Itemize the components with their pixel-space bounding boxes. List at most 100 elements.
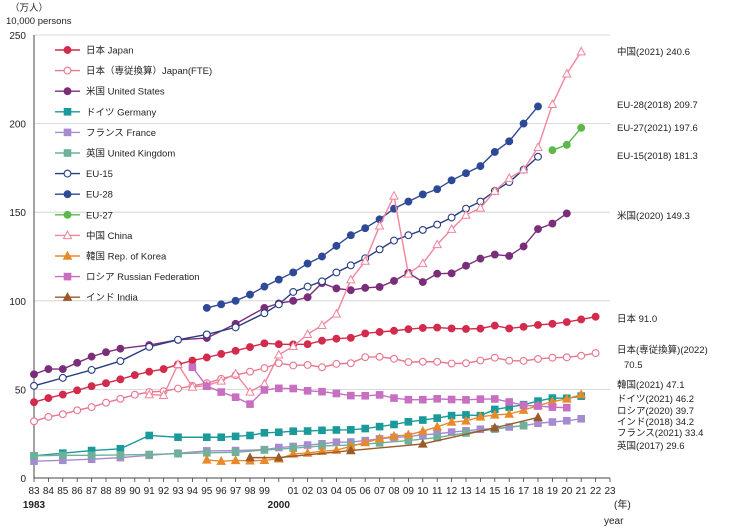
- data-point-germany: [260, 429, 269, 437]
- data-point-eu15: [375, 245, 384, 254]
- data-point-japan: [102, 379, 110, 388]
- data-point-russia: [390, 394, 398, 402]
- data-point-korea: [417, 425, 428, 435]
- data-point-us: [433, 269, 442, 278]
- data-point-china: [288, 341, 299, 351]
- legend-swatch-marker: [63, 87, 72, 96]
- legend-label: フランス France: [86, 128, 156, 139]
- data-point-korea: [576, 389, 587, 399]
- end-value-label: フランス(2021) 33.4: [617, 428, 703, 439]
- data-point-germany: [433, 414, 441, 422]
- x-tick-label: 07: [374, 486, 386, 497]
- data-point-eu28: [519, 119, 528, 128]
- series-eu15: [30, 152, 542, 390]
- data-point-japan_fte: [289, 361, 298, 370]
- x-tick-label: 93: [172, 486, 184, 497]
- data-point-eu27: [577, 123, 586, 132]
- legend: 日本 Japan 日本（専従換算）Japan(FTE) 米国 United Stat…: [55, 45, 212, 304]
- data-point-russia: [563, 403, 571, 412]
- data-point-uk: [87, 451, 96, 460]
- grid: [34, 34, 610, 479]
- y-unit-ja: （万人）: [10, 2, 48, 14]
- data-point-japan_fte: [433, 357, 442, 366]
- series-france: [30, 415, 586, 465]
- data-point-japan_fte: [246, 367, 254, 376]
- data-point-us: [462, 261, 470, 270]
- x-tick-label: 15: [489, 486, 501, 497]
- x-tick-year-label: 1983: [23, 500, 46, 511]
- y-tick-label: 200: [9, 120, 26, 131]
- data-point-china: [302, 329, 313, 338]
- data-point-japan: [447, 324, 456, 333]
- data-point-eu27: [548, 146, 557, 155]
- legend-item-eu15: EU-15: [55, 169, 113, 180]
- data-point-china: [144, 389, 155, 399]
- x-tick-label: 91: [144, 486, 156, 497]
- data-point-germany: [145, 431, 153, 440]
- x-tick-label: 83: [28, 486, 40, 497]
- data-point-russia: [188, 363, 197, 372]
- data-point-eu15: [418, 225, 427, 234]
- data-point-japan: [418, 323, 427, 332]
- x-tick-label: 20: [561, 486, 573, 497]
- legend-label: EU-28: [86, 190, 113, 201]
- legend-label: 米国 United States: [86, 86, 165, 98]
- data-point-eu28: [404, 197, 413, 206]
- x-tick-label: 04: [331, 486, 343, 497]
- data-point-china: [317, 320, 327, 329]
- data-point-us: [505, 252, 514, 260]
- data-point-germany: [361, 424, 369, 433]
- y-tick-label: 50: [15, 385, 27, 396]
- data-point-us: [332, 284, 341, 293]
- data-point-japan_fte: [332, 359, 341, 368]
- legend-swatch-marker: [62, 250, 73, 260]
- data-point-japan_fte: [562, 353, 571, 362]
- end-value-label: 中国(2021) 240.6: [617, 46, 690, 58]
- data-point-china: [389, 190, 399, 200]
- data-point-korea: [446, 416, 457, 426]
- series-line-japan_fte: [33, 352, 596, 422]
- data-point-uk: [145, 450, 153, 459]
- legend-item-china: 中国 China: [55, 230, 133, 242]
- x-tick-label: 14: [475, 486, 487, 497]
- y-tick-label: 0: [20, 474, 26, 485]
- data-point-japan_fte: [591, 349, 600, 358]
- data-point-china: [547, 99, 558, 108]
- end-value-label: 韓国(2021) 47.1: [617, 380, 685, 391]
- x-tick-label: 08: [388, 486, 400, 497]
- data-point-japan: [30, 398, 38, 407]
- data-point-eu28: [303, 259, 312, 268]
- y-tick-label: 100: [9, 297, 26, 308]
- data-point-russia: [476, 395, 485, 403]
- annotations: 中国(2021) 240.6 EU-28(2018) 209.7 EU-27(202…: [617, 46, 708, 452]
- data-point-russia: [347, 391, 355, 400]
- data-point-japan: [246, 343, 254, 351]
- data-point-japan_fte: [318, 363, 326, 372]
- legend-swatch-marker: [63, 66, 72, 75]
- y-tick-label: 250: [9, 31, 26, 42]
- legend-item-japan: 日本 Japan: [55, 45, 134, 57]
- x-tick-label: 17: [518, 486, 530, 497]
- data-point-china: [216, 375, 227, 385]
- data-point-eu28: [289, 268, 298, 277]
- data-point-china: [259, 378, 270, 388]
- data-point-uk: [116, 451, 125, 459]
- data-point-germany: [375, 422, 384, 431]
- data-point-china: [533, 142, 543, 152]
- data-point-japan: [490, 321, 499, 330]
- data-point-germany: [217, 433, 225, 442]
- legend-label: 日本 Japan: [86, 45, 134, 57]
- data-point-eu28: [462, 169, 470, 178]
- x-tick-label: 21: [576, 486, 588, 497]
- data-point-eu15: [534, 152, 542, 161]
- data-point-japan_fte: [361, 353, 370, 362]
- data-point-us: [346, 286, 355, 295]
- data-point-eu15: [447, 213, 456, 222]
- legend-item-us: 米国 United States: [55, 86, 165, 98]
- x-tick-label: 13: [460, 486, 472, 497]
- legend-label: ドイツ Germany: [86, 107, 156, 118]
- data-point-russia: [275, 384, 283, 393]
- x-tick-label: 03: [316, 486, 328, 497]
- data-point-germany: [303, 427, 312, 435]
- data-point-eu15: [231, 323, 240, 332]
